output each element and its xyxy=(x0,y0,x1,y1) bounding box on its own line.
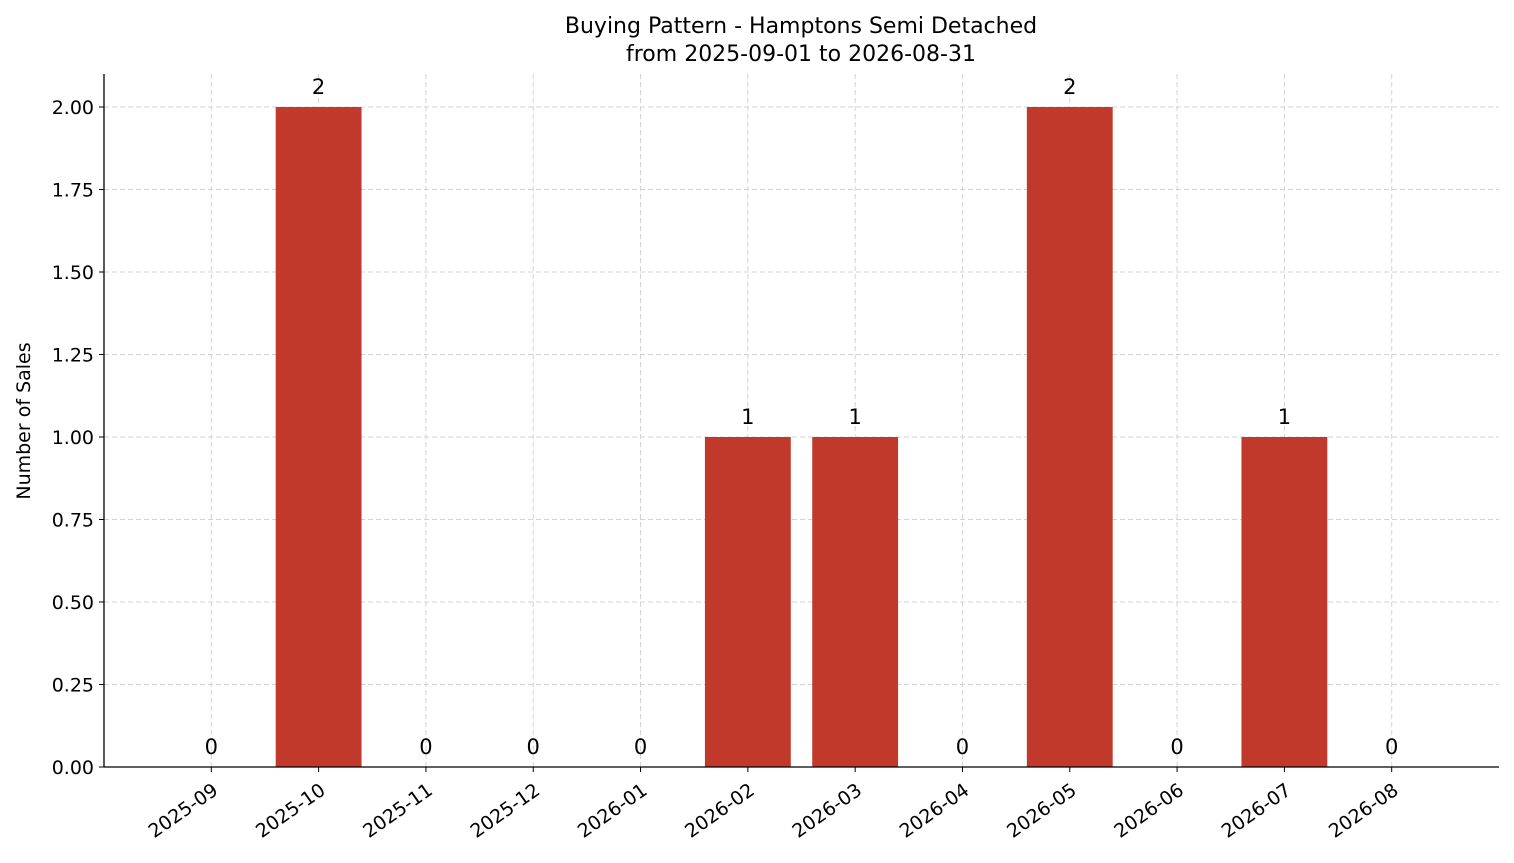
x-tick-label: 2026-07 xyxy=(1218,779,1296,843)
x-tick-label: 2026-06 xyxy=(1110,779,1188,843)
value-label: 0 xyxy=(956,735,969,759)
y-tick-label: 0.75 xyxy=(52,510,94,532)
x-tick-label: 2025-12 xyxy=(466,779,544,843)
value-label: 0 xyxy=(527,735,540,759)
bar xyxy=(812,437,899,767)
x-tick-label: 2026-08 xyxy=(1325,779,1403,843)
bar xyxy=(704,437,791,767)
y-tick-label: 1.25 xyxy=(52,345,94,367)
y-tick-label: 0.50 xyxy=(52,592,94,614)
value-label: 0 xyxy=(1170,735,1183,759)
value-label: 0 xyxy=(419,735,432,759)
x-tick-label: 2025-10 xyxy=(252,779,330,843)
value-label: 0 xyxy=(205,735,218,759)
x-tick-label: 2026-05 xyxy=(1003,779,1081,843)
value-label: 1 xyxy=(741,405,754,429)
value-label: 1 xyxy=(1278,405,1291,429)
value-label: 2 xyxy=(312,75,325,99)
bar xyxy=(1026,107,1113,767)
y-axis-label: Number of Sales xyxy=(13,342,35,499)
chart-title: Buying Pattern - Hamptons Semi Detached xyxy=(565,14,1037,39)
x-tick-label: 2025-11 xyxy=(359,779,437,843)
value-label: 1 xyxy=(848,405,861,429)
y-tick-label: 1.75 xyxy=(52,180,94,202)
y-tick-label: 0.25 xyxy=(52,675,94,697)
value-label: 2 xyxy=(1063,75,1076,99)
x-tick-label: 2026-04 xyxy=(896,779,974,843)
y-tick-label: 1.00 xyxy=(52,427,94,449)
y-tick-label: 2.00 xyxy=(52,97,94,119)
chart-subtitle: from 2025-09-01 to 2026-08-31 xyxy=(626,42,976,67)
x-tick-label: 2026-01 xyxy=(574,779,652,843)
bar xyxy=(275,107,362,767)
x-tick-label: 2025-09 xyxy=(145,779,223,843)
y-tick-label: 1.50 xyxy=(52,262,94,284)
bar xyxy=(1241,437,1328,767)
value-label: 0 xyxy=(1385,735,1398,759)
x-tick-label: 2026-03 xyxy=(788,779,866,843)
value-label: 0 xyxy=(634,735,647,759)
x-tick-label: 2026-02 xyxy=(681,779,759,843)
y-tick-label: 0.00 xyxy=(52,757,94,779)
